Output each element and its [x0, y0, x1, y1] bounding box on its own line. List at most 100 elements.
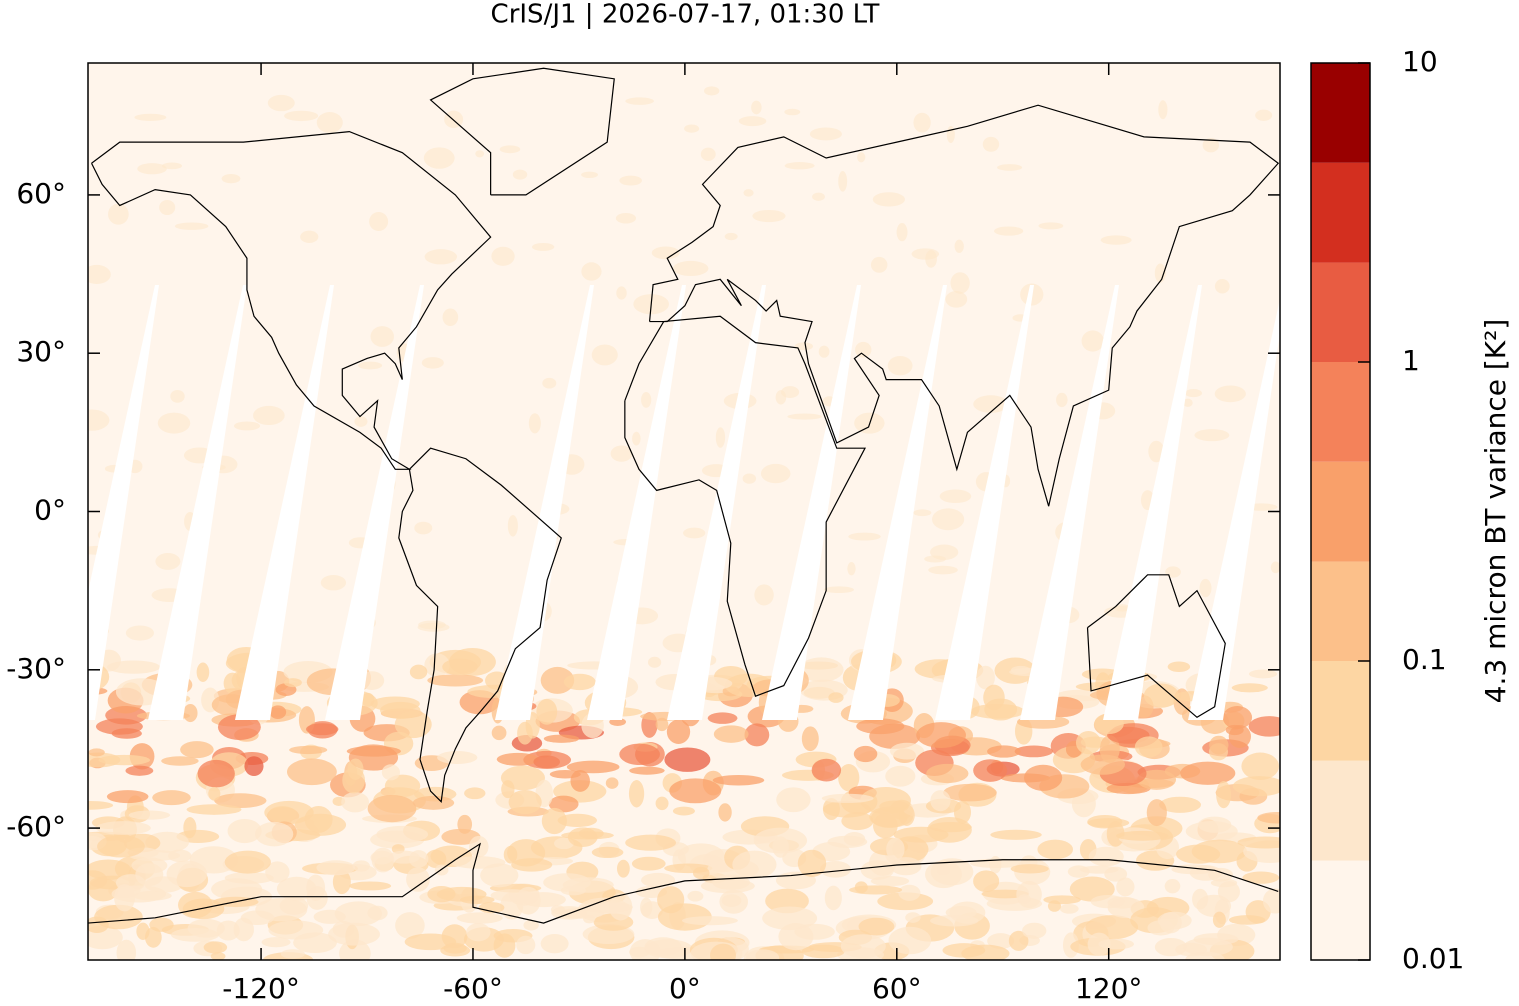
field-blob: [395, 912, 425, 939]
field-blob: [1146, 799, 1167, 827]
field-blob: [88, 870, 108, 890]
field-blob: [625, 97, 654, 105]
field-blob: [811, 758, 842, 782]
field-blob: [187, 918, 225, 938]
colorbar-tick-label: 0.01: [1402, 942, 1464, 975]
field-blob: [1018, 894, 1031, 905]
field-blob: [784, 108, 801, 116]
field-blob: [294, 813, 347, 836]
field-blob: [818, 345, 830, 358]
field-blob: [475, 150, 485, 158]
field-blob: [269, 705, 287, 719]
colorbar-tick-label: 10: [1402, 45, 1438, 78]
field-blob: [88, 409, 110, 431]
field-blob: [1067, 865, 1090, 878]
field-blob: [1143, 683, 1179, 708]
field-blob: [437, 751, 478, 765]
colorbar-band: [1311, 362, 1370, 462]
field-blob: [88, 748, 105, 757]
field-blob: [178, 891, 213, 919]
field-blob: [267, 94, 295, 112]
y-tick-label: 0°: [34, 494, 66, 527]
field-blob: [657, 886, 685, 914]
field-blob: [306, 874, 326, 901]
y-tick-label: -60°: [6, 810, 66, 843]
field-blob: [953, 800, 972, 824]
field-blob: [170, 389, 185, 403]
field-blob: [821, 793, 874, 803]
swath-gap: [848, 285, 947, 720]
field-blob: [719, 889, 748, 914]
field-blob: [233, 421, 261, 431]
field-blob: [131, 857, 168, 874]
field-blob: [316, 860, 356, 876]
field-blob: [1116, 830, 1169, 841]
field-blob: [491, 246, 515, 266]
field-blob: [342, 767, 366, 794]
field-blob: [982, 136, 1000, 152]
field-blob: [812, 192, 825, 201]
field-blob: [932, 508, 965, 531]
field-blob: [244, 756, 264, 777]
field-blob: [332, 869, 351, 895]
colorbar-band: [1311, 860, 1370, 960]
field-blob: [738, 116, 767, 127]
field-blob: [456, 912, 503, 924]
field-blob: [840, 934, 886, 959]
field-blob: [427, 674, 484, 687]
field-blob: [570, 770, 590, 792]
field-blob: [531, 242, 555, 251]
field-blob: [870, 256, 888, 273]
field-blob: [341, 792, 370, 813]
field-blob: [1010, 864, 1049, 874]
field-blob: [889, 742, 925, 760]
field-blob: [1167, 661, 1191, 673]
field-blob: [939, 489, 972, 504]
field-blob: [155, 553, 181, 570]
field-blob: [848, 532, 881, 541]
field-blob: [136, 922, 150, 940]
field-blob: [787, 413, 822, 420]
field-blob: [1024, 764, 1063, 791]
field-blob: [224, 850, 271, 874]
field-blob: [888, 926, 932, 955]
field-blob: [673, 260, 709, 277]
field-blob: [1248, 669, 1278, 679]
field-blob: [712, 775, 765, 786]
field-blob: [1270, 561, 1280, 574]
field-blob: [893, 826, 949, 843]
field-blob: [367, 794, 417, 823]
field-blob: [1182, 398, 1193, 407]
field-blob: [369, 212, 389, 232]
field-blob: [233, 917, 254, 942]
field-blob: [672, 806, 695, 816]
field-blob: [619, 743, 660, 766]
field-blob: [581, 171, 598, 179]
field-blob: [1185, 951, 1225, 960]
colorbar-band: [1311, 461, 1370, 562]
field-blob: [1214, 278, 1230, 294]
field-blob: [856, 718, 905, 735]
field-blob: [183, 817, 197, 839]
field-blob: [460, 895, 495, 904]
field-blob: [174, 222, 209, 230]
field-blob: [196, 662, 210, 682]
field-blob: [712, 874, 750, 890]
field-blob: [824, 885, 842, 911]
field-blob: [887, 355, 913, 376]
field-blob: [499, 145, 521, 154]
field-blob: [976, 665, 995, 690]
field-blob: [608, 892, 633, 921]
field-blob: [98, 754, 151, 766]
field-blob: [512, 169, 528, 180]
field-blob: [950, 272, 970, 294]
field-blob: [641, 392, 652, 408]
field-blob: [1008, 930, 1029, 951]
field-blob: [107, 660, 161, 674]
field-blob: [320, 575, 347, 591]
field-blob: [692, 866, 710, 880]
field-blob: [838, 171, 848, 192]
field-blob: [1088, 846, 1124, 867]
coastline: [88, 842, 1279, 924]
field-blob: [1194, 429, 1230, 442]
